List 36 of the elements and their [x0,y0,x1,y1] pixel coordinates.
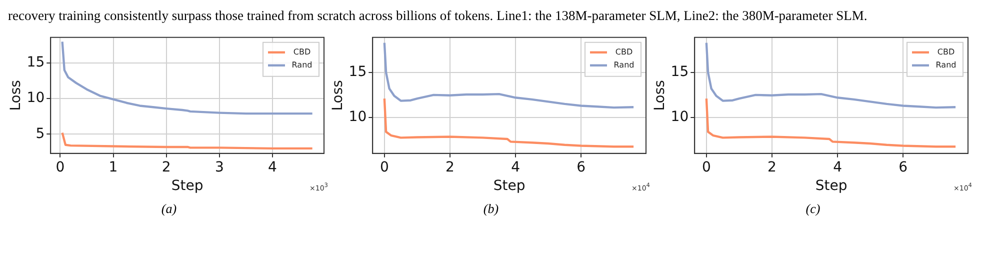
y-tick-label: 10 [348,109,367,126]
x-axis-title: Step [493,178,526,194]
legend-label: CBD [615,47,633,56]
x-tick-label: 0 [380,159,389,176]
x-tick-label: 0 [702,159,711,176]
legend-label: CBD [937,47,955,56]
y-tick-label: 15 [26,54,45,71]
text: (a) [160,201,178,217]
x-tick-label: 6 [898,159,908,176]
y-tick-label: 15 [670,64,689,80]
legend-label: Rand [936,60,956,70]
text: (c) [804,201,822,217]
y-axis-title: Loss [330,80,346,111]
x-tick-label: 4 [833,159,842,176]
x-tick-label: 3 [214,159,224,176]
x-tick-label: 0 [56,159,65,176]
y-tick-label: 10 [26,90,45,106]
y-axis-title: Loss [8,80,24,111]
y-tick-label: 10 [670,109,689,126]
x-tick-label: 6 [576,159,586,176]
legend-label: CBD [293,47,311,56]
x-tick-label: 2 [162,159,171,176]
x-tick-label: 2 [768,159,776,176]
legend-label: Rand [614,60,634,70]
x-tick-label: 1 [108,159,118,176]
legend-label: Rand [292,60,312,70]
x-tick-label: 2 [446,159,454,176]
y-tick-label: 15 [348,64,367,80]
text: recovery training consistently surpass those trained from scratch across billions of tokens. Line1: the 138M-parameter SLM, Line2: the 380M-parameter SLM. [8,8,868,23]
text: (b) [482,201,500,217]
x-tick-label: 4 [511,159,520,176]
x-tick-label: 4 [268,159,278,176]
y-axis-title: Loss [652,80,668,111]
x-axis-title: Step [171,178,204,194]
y-tick-label: 5 [36,126,45,142]
x-axis-title: Step [815,178,848,194]
